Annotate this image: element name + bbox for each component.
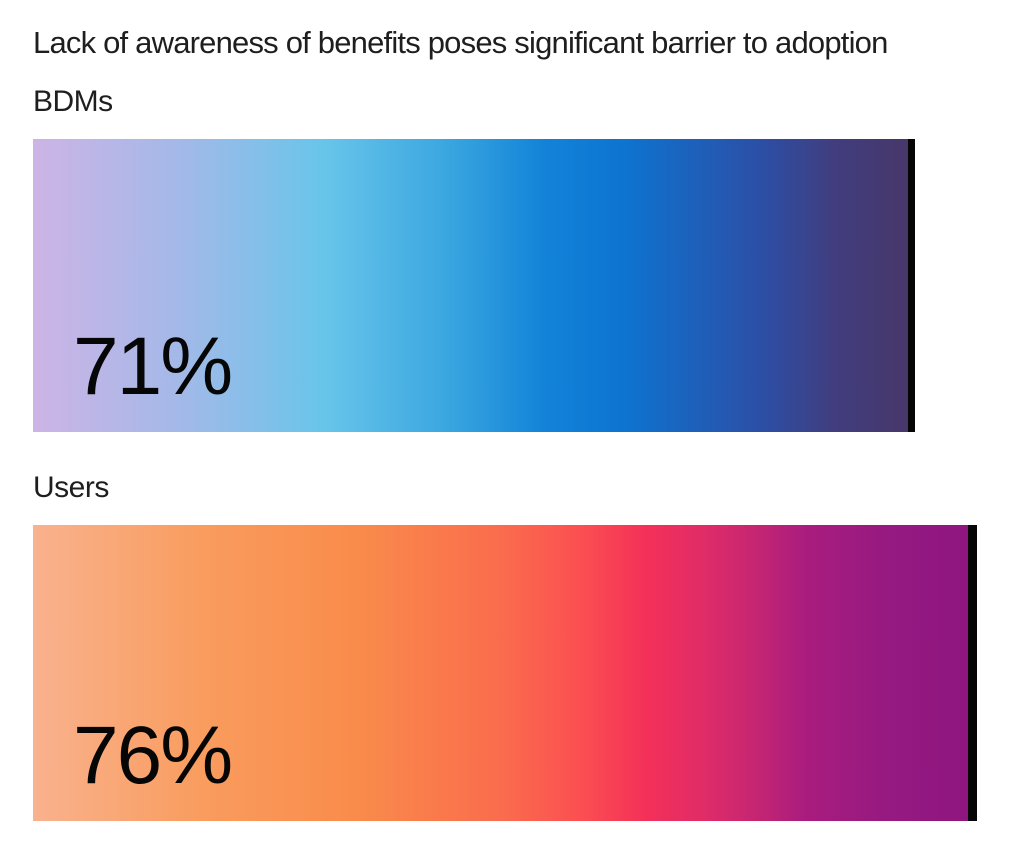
bar-value-users: 76% (73, 710, 233, 801)
bar-end-cap-users (968, 525, 977, 821)
bar-value-bdms: 71% (73, 321, 233, 412)
chart-title: Lack of awareness of benefits poses sign… (33, 25, 888, 60)
bar-bdms: 71% (33, 139, 915, 432)
category-label-users: Users (33, 471, 109, 504)
bar-end-cap-bdms (908, 139, 915, 432)
bar-users: 76% (33, 525, 977, 821)
category-label-bdms: BDMs (33, 85, 113, 118)
